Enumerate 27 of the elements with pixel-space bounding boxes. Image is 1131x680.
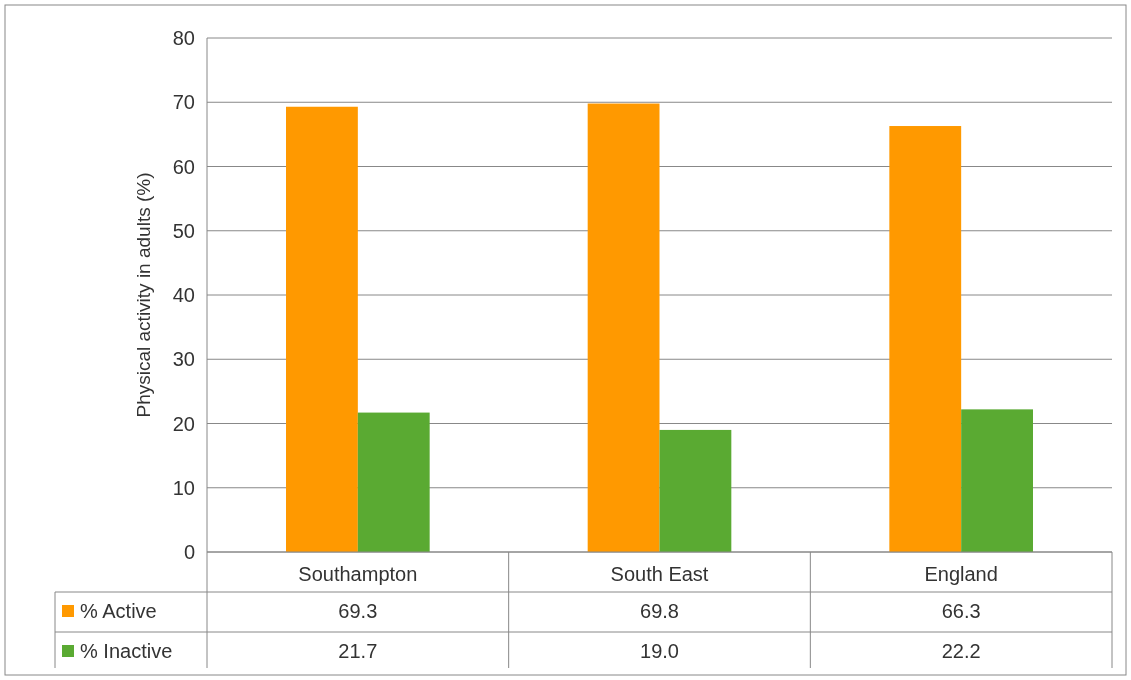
- bar: [286, 106, 358, 552]
- y-tick-label: 80: [172, 27, 195, 49]
- y-tick-label: 10: [172, 476, 195, 499]
- y-tick-label: 40: [172, 284, 195, 306]
- data-label: 69.3: [338, 600, 378, 622]
- bar: [889, 126, 962, 552]
- y-tick-label: 60: [172, 155, 195, 178]
- data-label: 21.7: [338, 640, 378, 662]
- y-tick-label: 0: [183, 541, 195, 563]
- legend-label: % Inactive: [80, 640, 173, 662]
- data-label: 66.3: [941, 600, 981, 622]
- x-tick-label: South East: [610, 563, 709, 585]
- data-label: 22.2: [941, 640, 981, 662]
- data-label: 69.8: [640, 600, 679, 622]
- x-tick-label: Southampton: [298, 563, 418, 585]
- legend-label: % Active: [80, 600, 157, 622]
- y-tick-label: 20: [172, 412, 195, 435]
- bar: [587, 103, 660, 552]
- y-tick-label: 70: [172, 91, 195, 114]
- y-tick-label: 30: [172, 348, 195, 371]
- data-label: 19.0: [640, 640, 679, 662]
- y-axis-title: Physical activity in adults (%): [133, 172, 154, 418]
- x-tick-label: England: [924, 563, 998, 585]
- y-tick-label: 50: [172, 219, 195, 242]
- bar: [961, 409, 1033, 552]
- bar: [659, 429, 732, 552]
- bar: [357, 412, 430, 552]
